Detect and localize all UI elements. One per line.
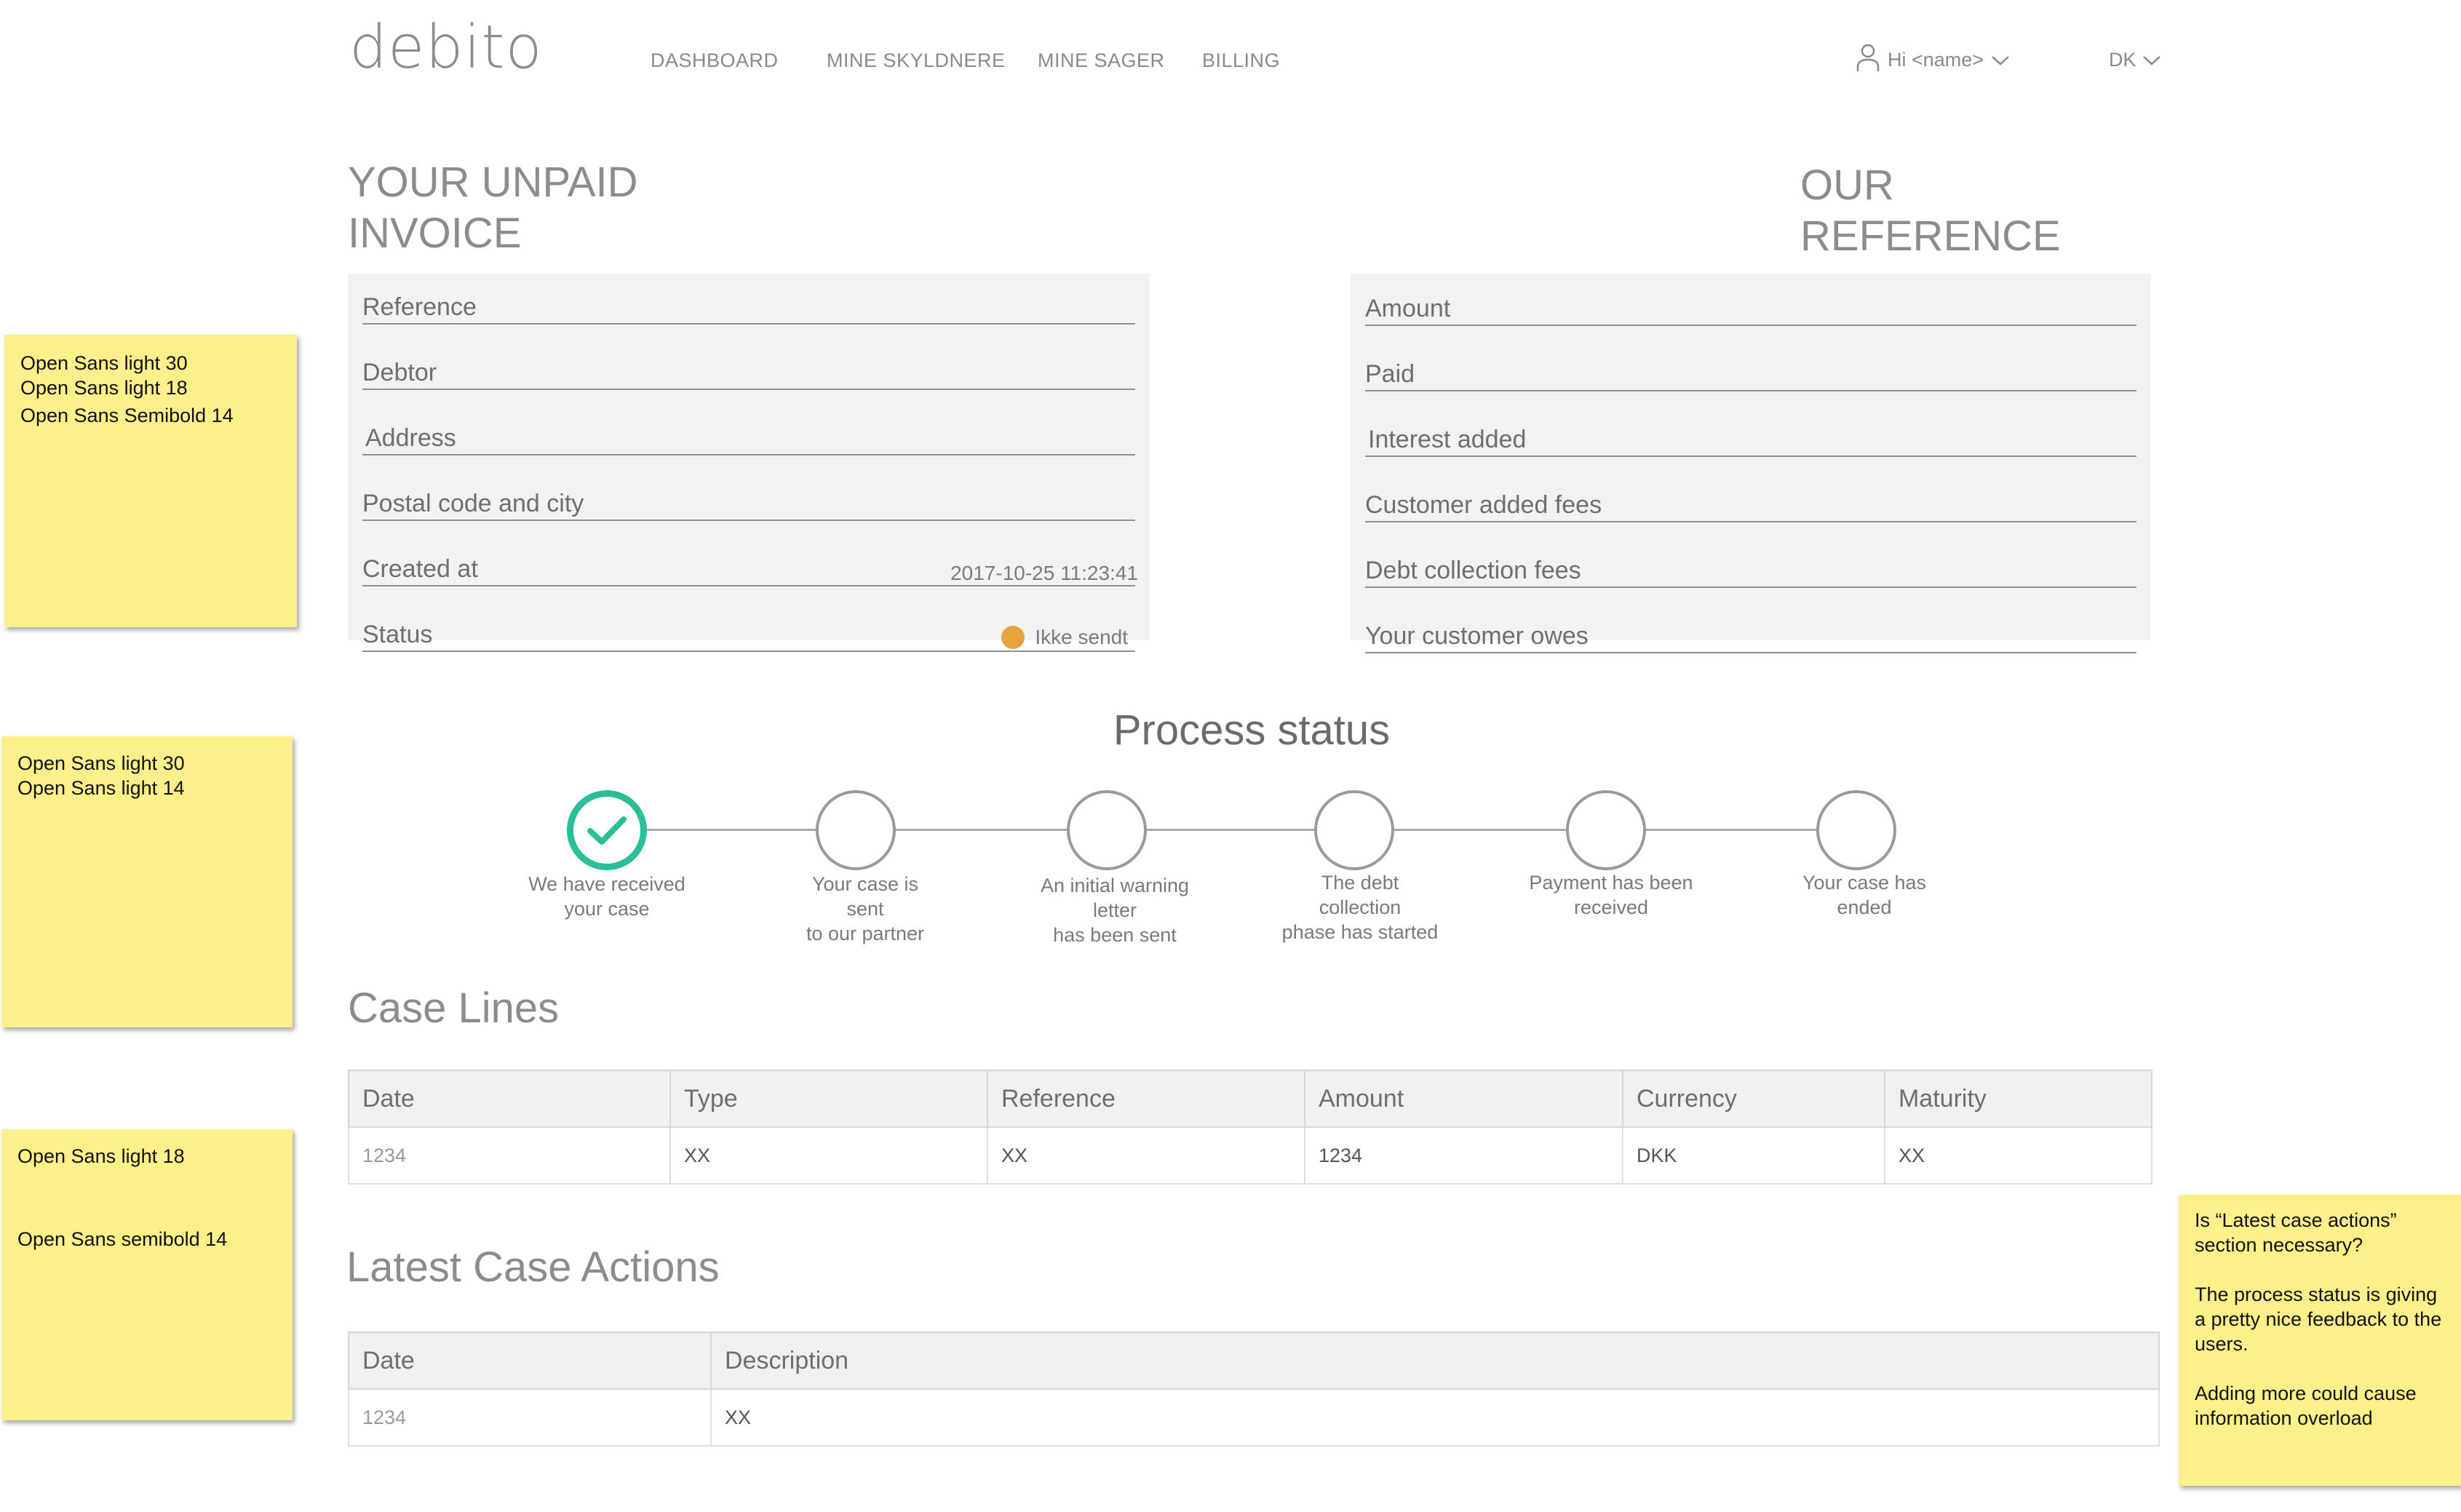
created-at-value: 2017-10-25 11:23:41: [950, 562, 1138, 584]
cell-currency: DKK: [1622, 1126, 1885, 1185]
cell-amount: 1234: [1304, 1126, 1623, 1185]
process-step-label: An initial warning letter has been sent: [1040, 875, 1190, 946]
table-header-row: Date Description: [348, 1332, 2160, 1390]
invoice-title: YOUR UNPAID INVOICE: [348, 159, 638, 257]
user-icon: [1856, 43, 1880, 77]
sticky-note-fonts-process: Open Sans light 30 Open Sans light 14: [1, 736, 293, 1027]
field-customer-owes: Your customer owes: [1365, 602, 2136, 653]
latest-actions-table: Date Description 1234 XX: [348, 1332, 2160, 1447]
cell-maturity: XX: [1884, 1126, 2152, 1185]
sticky-note-feedback: Is “Latest case actions” section necessa…: [2179, 1195, 2461, 1486]
nav-mine-sager[interactable]: MINE SAGER: [1038, 49, 1165, 71]
column-header-date[interactable]: Date: [348, 1070, 671, 1128]
nav-billing[interactable]: BILLING: [1202, 49, 1281, 71]
table-row[interactable]: 1234 XX XX 1234 DKK XX: [348, 1126, 2152, 1185]
field-label: Interest added: [1368, 426, 1527, 453]
field-label: Address: [365, 424, 456, 452]
process-status-title: Process status: [1113, 707, 1391, 754]
status-badge: Ikke sendt: [1001, 626, 1128, 649]
field-postal-code-city: Postal code and city: [362, 470, 1135, 521]
field-label: Paid: [1365, 360, 1415, 388]
cell-description: XX: [710, 1388, 2160, 1447]
case-lines-table: Date Type Reference Amount Currency Matu…: [348, 1070, 2152, 1185]
sticky-note-fonts-top: Open Sans light 30 Open Sans light 18 Op…: [4, 335, 297, 627]
column-header-reference[interactable]: Reference: [987, 1070, 1305, 1128]
field-debtor: Debtor: [362, 339, 1135, 390]
process-step-received: [567, 790, 647, 870]
sticky-note-fonts-tables: Open Sans light 18 Open Sans semibold 14: [1, 1129, 293, 1420]
process-step-payment-received: [1566, 790, 1646, 870]
column-header-type[interactable]: Type: [669, 1070, 988, 1128]
cell-date: 1234: [348, 1388, 712, 1447]
field-label: Reference: [362, 293, 477, 321]
field-label: Your customer owes: [1365, 622, 1589, 650]
field-label: Debt collection fees: [1365, 557, 1581, 584]
process-step-label: Payment has been received: [1529, 872, 1693, 918]
process-step-label: Your case is sent to our partner: [806, 873, 925, 944]
cell-type: XX: [669, 1126, 988, 1185]
check-icon: [587, 816, 627, 845]
invoice-panel: Reference Debtor Address Postal code and…: [348, 274, 1150, 652]
process-step-sent-partner: [816, 790, 896, 870]
field-created-at: Created at 2017-10-25 11:23:41: [362, 536, 1138, 586]
user-menu[interactable]: Hi <name>: [1856, 42, 2010, 77]
field-reference: Reference: [362, 274, 1135, 325]
field-address: Address: [362, 405, 1135, 455]
reference-title: OUR REFERENCE: [1800, 162, 2061, 260]
cell-reference: XX: [987, 1126, 1305, 1185]
field-label: Debtor: [362, 359, 437, 386]
chevron-down-icon: [2142, 49, 2161, 71]
latest-actions-title: Latest Case Actions: [346, 1244, 720, 1291]
column-header-amount[interactable]: Amount: [1304, 1070, 1623, 1128]
process-connector-line: [604, 829, 1856, 831]
nav-dashboard[interactable]: DASHBOARD: [651, 49, 779, 71]
column-header-maturity[interactable]: Maturity: [1884, 1070, 2152, 1128]
case-lines-title: Case Lines: [348, 984, 560, 1032]
column-header-date[interactable]: Date: [348, 1332, 712, 1390]
field-interest-added: Interest added: [1365, 406, 2136, 457]
process-step-collection-started: [1314, 790, 1394, 870]
field-label: Status: [362, 621, 433, 648]
field-label: Amount: [1365, 295, 1451, 322]
field-label: Postal code and city: [362, 490, 584, 517]
nav-mine-skyldnere[interactable]: MINE SKYLDNERE: [827, 49, 1006, 71]
field-label: Customer added fees: [1365, 491, 1602, 519]
field-label: Created at: [362, 555, 478, 583]
field-amount: Amount: [1365, 275, 2136, 326]
column-header-description[interactable]: Description: [710, 1332, 2160, 1390]
status-value: Ikke sendt: [1035, 626, 1128, 648]
process-step-label: We have received your case: [528, 873, 685, 920]
language-selector[interactable]: DK: [2109, 42, 2161, 77]
status-dot-icon: [1001, 626, 1025, 649]
language-label: DK: [2109, 48, 2136, 71]
field-status: Status Ikke sendt: [362, 601, 1135, 652]
field-debt-collection-fees: Debt collection fees: [1365, 537, 2136, 588]
process-step-label: Your case has ended: [1802, 872, 1927, 918]
cell-date: 1234: [348, 1126, 671, 1185]
field-customer-added-fees: Customer added fees: [1365, 471, 2136, 522]
user-greeting: Hi <name>: [1888, 48, 1984, 71]
reference-panel: Amount Paid Interest added Customer adde…: [1351, 274, 2151, 653]
field-paid: Paid: [1365, 341, 2136, 391]
process-step-label: The debt collection phase has started: [1281, 872, 1439, 943]
process-step-warning-letter: [1067, 790, 1147, 870]
chevron-down-icon: [1991, 49, 2010, 71]
table-row[interactable]: 1234 XX: [348, 1388, 2160, 1447]
table-header-row: Date Type Reference Amount Currency Matu…: [348, 1070, 2152, 1128]
logo[interactable]: debito: [349, 13, 543, 82]
column-header-currency[interactable]: Currency: [1622, 1070, 1885, 1128]
process-step-case-ended: [1816, 790, 1896, 870]
